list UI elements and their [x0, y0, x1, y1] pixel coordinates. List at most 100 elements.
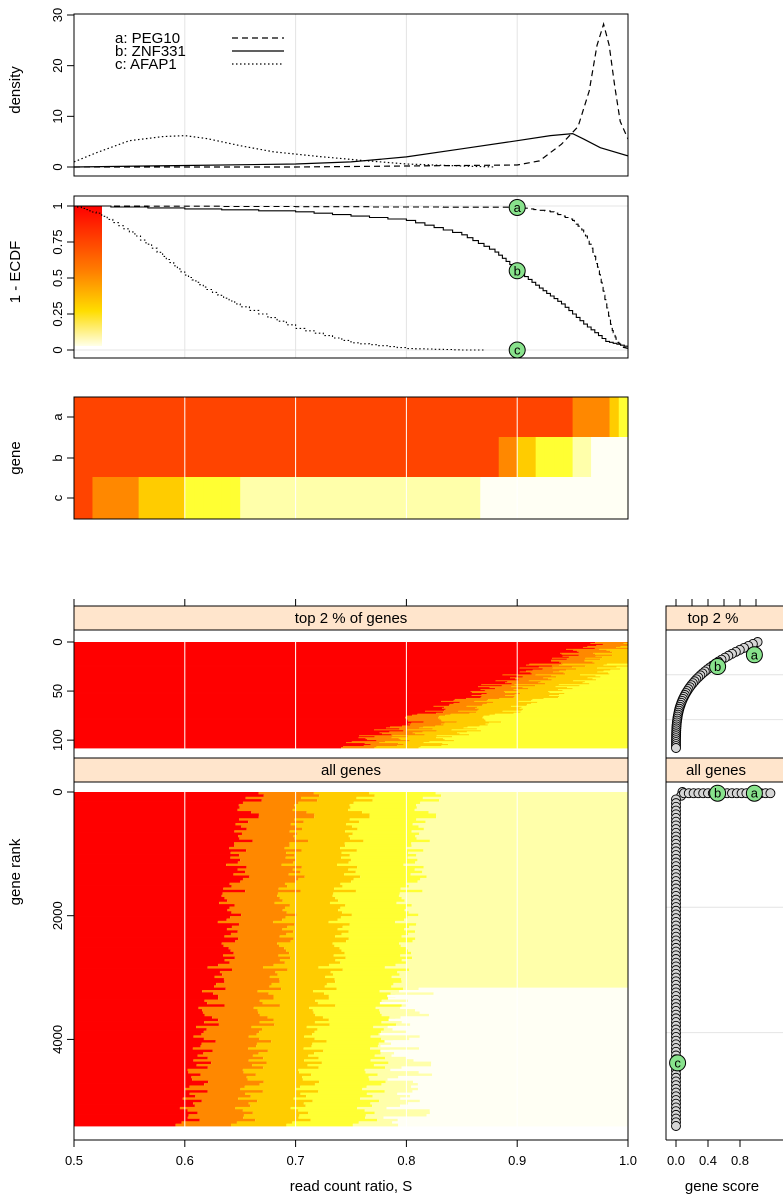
heat-cell-b [295, 437, 306, 477]
rank-heat-row [324, 992, 391, 996]
rank-heat-row [336, 863, 404, 867]
rank-heat-row [334, 944, 401, 948]
heat-cell-b [92, 437, 103, 477]
rank-heat-row [240, 880, 296, 884]
rank-heat-row [412, 1090, 628, 1093]
rank-heat-row [318, 1090, 385, 1093]
rank-heat-row [259, 1013, 316, 1017]
rank-heat-row [441, 745, 628, 747]
rank-heat-row [314, 813, 370, 817]
rank-heat-row [301, 849, 357, 853]
heat-cell-c [341, 477, 352, 519]
rank-heat-row [364, 1068, 391, 1072]
rank-heat-row [308, 839, 364, 843]
rank-heat-row [475, 707, 520, 710]
rank-heat-row [414, 868, 628, 872]
rank-heat-row [384, 966, 628, 969]
rank-heat-row [466, 705, 512, 708]
rank-heat-row [531, 702, 628, 705]
ecdf-ytick-label: 0.75 [50, 229, 65, 254]
rank-heat-row [340, 906, 407, 910]
rank-heat-row [74, 901, 220, 905]
rank-heat-row [403, 918, 628, 922]
rank-heat-row [188, 1071, 244, 1074]
rank-heat-row [370, 1059, 414, 1062]
rank-heat-row [74, 747, 342, 749]
rank-heat-row [74, 738, 366, 740]
rank-heat-row [74, 1028, 207, 1031]
rank-heat-row [519, 707, 628, 710]
rank-heat-row [278, 954, 334, 958]
density-series-3 [74, 134, 496, 168]
density-ytick-label: 0 [50, 163, 65, 170]
rank-heat-row [529, 663, 563, 665]
rank-heat-row [330, 970, 398, 974]
rank-heat-row [74, 1085, 190, 1089]
rank-heat-row [528, 680, 574, 682]
rank-heat-row [415, 834, 628, 838]
rank-heat-row [526, 664, 560, 666]
rank-heat-row [288, 873, 345, 876]
rank-heat-row [74, 712, 437, 715]
rank-heat-row [248, 820, 304, 824]
rank-heat-row [443, 711, 477, 714]
rank-heat-row [201, 1032, 257, 1036]
rank-heat-row [298, 877, 354, 881]
rank-heat-row [342, 911, 409, 915]
rank-heat-row [408, 932, 628, 936]
rank-heat-row [242, 801, 299, 805]
rank-heat-row [74, 832, 242, 836]
rank-heat-row [74, 725, 403, 727]
rank-heat-row [495, 680, 529, 682]
rank-heat-row [279, 959, 336, 962]
legend-entry-1: a: PEG10 [115, 30, 180, 47]
rank-heat-row [379, 1099, 420, 1103]
rank-heat-row [252, 1111, 309, 1115]
rank-heat-row [258, 1052, 315, 1055]
rank-heat-row [518, 700, 628, 703]
rank-heat-row [623, 642, 628, 645]
rank-heat-row [211, 1061, 267, 1065]
strip-all-genes-label: all genes [321, 762, 381, 779]
heat-cell-a [572, 397, 583, 437]
heat-cell-a [147, 397, 158, 437]
rank-heat-row [477, 709, 522, 712]
rank-heat-row [419, 832, 628, 836]
rank-heat-row [600, 658, 628, 661]
rank-heat-row [247, 1078, 303, 1082]
rank-heat-row [299, 1071, 366, 1074]
rank-heat-row [328, 997, 396, 1000]
rank-heat-row [341, 932, 409, 936]
rank-heat-row [344, 951, 412, 955]
rank-heat-row [74, 1083, 205, 1086]
rank-heat-row [353, 801, 421, 805]
score-point [671, 743, 681, 753]
rank-heat-row [602, 643, 628, 646]
rank-heat-row [74, 681, 508, 683]
rank-heat-row [246, 827, 303, 831]
rank-heat-row [418, 987, 628, 991]
ecdf-ytick-label: 0 [50, 346, 65, 353]
rank-heat-row [259, 1021, 315, 1024]
rank-heat-row [344, 873, 411, 876]
heat-cell-c [434, 477, 444, 519]
rank-heat-row [74, 985, 215, 989]
rank-heat-row [590, 642, 624, 645]
rank-heat-row [292, 1121, 359, 1125]
rank-heat-row [397, 745, 442, 747]
rank-heat-row [620, 645, 628, 648]
rank-heat-row [218, 994, 274, 998]
heat-cell-b [120, 437, 130, 477]
rank-heat-row [521, 706, 628, 709]
rank-heat-row [286, 1123, 353, 1127]
rank-heat-row [470, 691, 504, 693]
rank-heat-row [328, 1018, 396, 1022]
rank-heat-row [74, 672, 531, 674]
heat-cell-c [323, 477, 334, 519]
rank-heat-row [485, 723, 628, 725]
rank-heat-row [438, 717, 483, 719]
rank-heat-row [444, 706, 478, 709]
rank-heat-row [207, 1001, 263, 1005]
rank-heat-row [74, 676, 523, 678]
rank-heat-row [257, 1099, 313, 1103]
